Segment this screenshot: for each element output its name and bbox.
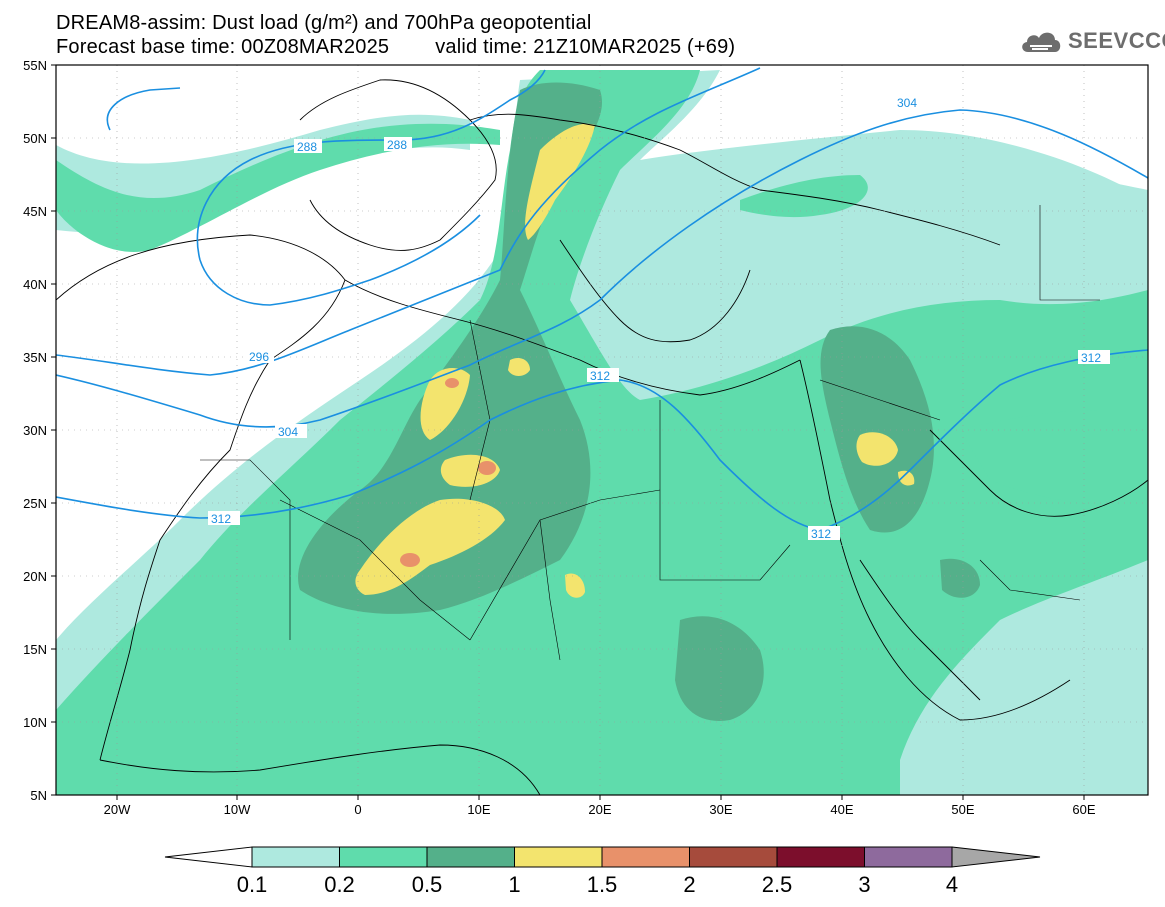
lon-label: 50E [951, 802, 974, 817]
cloud-icon [1022, 32, 1061, 52]
geopotential-contours [56, 67, 1148, 531]
base-time: Forecast base time: 00Z08MAR2025 [56, 36, 390, 58]
lat-label: 50N [23, 131, 47, 146]
valid-time: valid time: 21Z10MAR2025 (+69) [435, 36, 736, 58]
colorbar-bin [339, 846, 428, 868]
contour-label: 312 [590, 369, 610, 383]
lon-label: 60E [1072, 802, 1095, 817]
colorbar-label: 4 [946, 872, 958, 897]
lat-label: 35N [23, 350, 47, 365]
colorbar-arrow-low [164, 846, 253, 868]
colorbar-label: 0.5 [412, 872, 443, 897]
contour-label: 288 [387, 138, 407, 152]
map-subtitle: Forecast base time: 00Z08MAR2025 valid ti… [56, 36, 735, 58]
lat-label: 45N [23, 204, 47, 219]
colorbar [164, 846, 1041, 868]
lon-label: 20E [588, 802, 611, 817]
longitude-labels: 20W 10W 0 10E 20E 30E 40E 50E 60E [104, 802, 1096, 817]
colorbar-bin [601, 846, 690, 868]
colorbar-labels: 0.1 0.2 0.5 1 1.5 2 2.5 3 4 [237, 872, 958, 897]
colorbar-label: 2 [683, 872, 695, 897]
colorbar-label: 1 [508, 872, 520, 897]
contour-label: 296 [249, 350, 269, 364]
colorbar-bin [689, 846, 778, 868]
contour-label: 312 [211, 512, 231, 526]
contour-label: 288 [297, 140, 317, 154]
map-title: DREAM8-assim: Dust load (g/m²) and 700hP… [56, 12, 592, 34]
lat-label: 55N [23, 58, 47, 73]
lon-label: 0 [354, 802, 361, 817]
lon-label: 30E [709, 802, 732, 817]
logo-text: SEEVCCC [1068, 28, 1165, 53]
latitude-labels: 55N 50N 45N 40N 35N 30N 25N 20N 15N 10N … [23, 58, 47, 803]
dust-shading-15 [400, 378, 496, 567]
lon-label: 40E [830, 802, 853, 817]
contour-label: 312 [811, 527, 831, 541]
axis-ticks [51, 64, 1085, 800]
lon-label: 20W [104, 802, 131, 817]
colorbar-bin [514, 846, 603, 868]
dust-shading-02 [56, 70, 1148, 795]
colorbar-bin [426, 846, 515, 868]
lat-label: 5N [30, 788, 47, 803]
contour-label: 304 [278, 425, 298, 439]
lon-label: 10W [224, 802, 251, 817]
colorbar-label: 0.2 [324, 872, 355, 897]
colorbar-bin [864, 846, 953, 868]
contour-label: 304 [897, 96, 917, 110]
borders [200, 205, 1100, 661]
colorbar-bin [776, 846, 865, 868]
colorbar-bin [251, 846, 340, 868]
colorbar-label: 1.5 [587, 872, 618, 897]
colorbar-label: 0.1 [237, 872, 268, 897]
lat-label: 15N [23, 642, 47, 657]
colorbar-label: 3 [858, 872, 870, 897]
graticule [56, 65, 1148, 795]
coastlines [56, 79, 1148, 795]
contour-labels: 288 288 296 304 304 312 312 312 312 [208, 95, 1110, 541]
seevccc-logo: SEEVCCC [1018, 24, 1165, 58]
lat-label: 20N [23, 569, 47, 584]
contour-label: 312 [1081, 351, 1101, 365]
lat-label: 10N [23, 715, 47, 730]
colorbar-arrow-high [951, 846, 1041, 868]
lon-label: 10E [467, 802, 490, 817]
lat-label: 40N [23, 277, 47, 292]
lat-label: 25N [23, 496, 47, 511]
colorbar-label: 2.5 [762, 872, 793, 897]
lat-label: 30N [23, 423, 47, 438]
